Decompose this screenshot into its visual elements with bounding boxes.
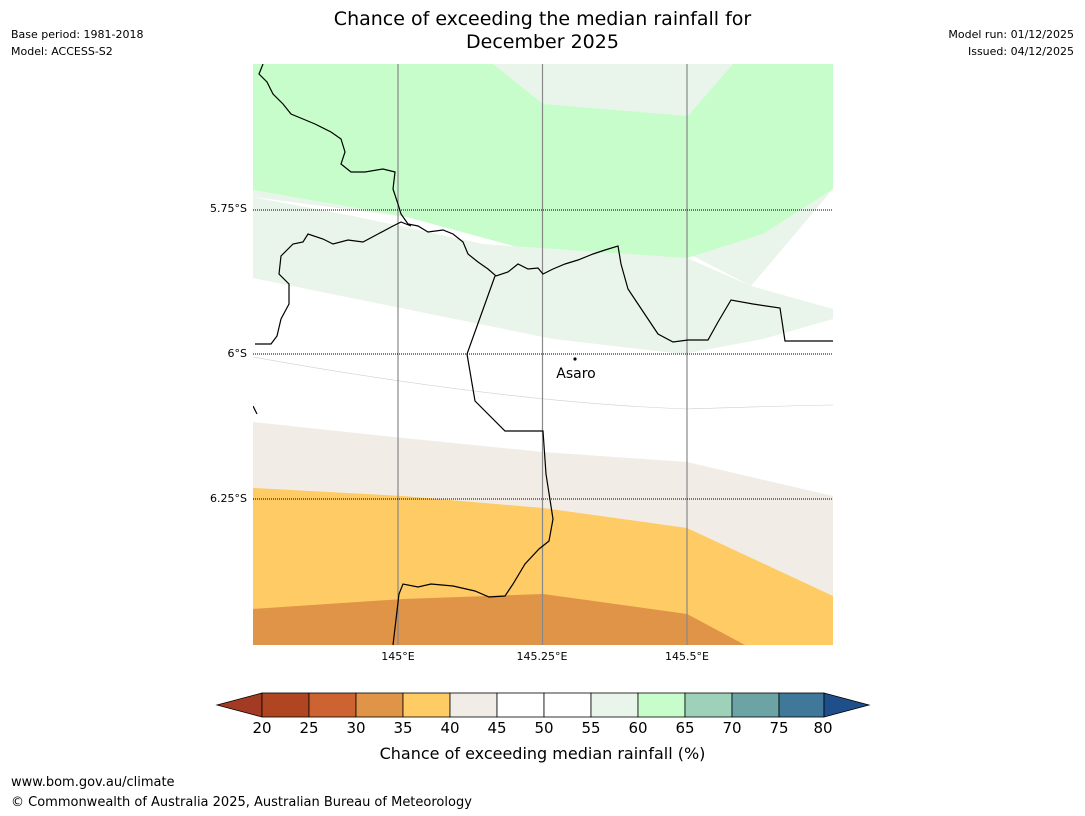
band-30-35 xyxy=(253,594,745,645)
header-right-meta: Model run: 01/12/2025 Issued: 04/12/2025 xyxy=(948,26,1074,60)
lat-label-5-75: 5.75°S xyxy=(210,202,247,215)
header-left-meta: Base period: 1981-2018 Model: ACCESS-S2 xyxy=(11,26,143,60)
colorbar-under-arrow xyxy=(215,692,263,718)
model-run-text: Model run: 01/12/2025 xyxy=(948,28,1074,41)
colorbar-swatch-45-50 xyxy=(496,692,545,718)
contour-line xyxy=(253,356,833,410)
boundary-fragment xyxy=(253,405,258,415)
colorbar-tick: 35 xyxy=(393,719,413,737)
lat-label-6: 6°S xyxy=(227,347,247,360)
colorbar-swatch-55-60 xyxy=(590,692,639,718)
colorbar-tick: 55 xyxy=(581,719,601,737)
colorbar-tick: 40 xyxy=(440,719,460,737)
colorbar-tick: 60 xyxy=(628,719,648,737)
title-line-1: Chance of exceeding the median rainfall … xyxy=(333,8,752,30)
town-label: Asaro xyxy=(556,366,595,382)
colorbar-tick: 80 xyxy=(813,719,833,737)
colorbar-swatch-20-25 xyxy=(261,692,310,718)
colorbar-swatch-65-70 xyxy=(684,692,733,718)
lon-label-145-5: 145.5°E xyxy=(665,650,709,663)
boundary-north xyxy=(258,64,833,343)
colorbar-swatch-50-55 xyxy=(543,692,592,718)
colorbar-tick: 20 xyxy=(252,719,272,737)
colorbar-tick: 25 xyxy=(299,719,319,737)
colorbar-swatch-25-30 xyxy=(308,692,357,718)
boundary-south xyxy=(392,275,554,645)
colorbar-tick: 45 xyxy=(487,719,507,737)
colorbar-over-arrow xyxy=(823,692,871,718)
colorbar-tick: 75 xyxy=(769,719,789,737)
province-boundaries xyxy=(253,64,833,645)
base-period-text: Base period: 1981-2018 xyxy=(11,28,144,41)
model-text: Model: ACCESS-S2 xyxy=(11,45,113,58)
colorbar-swatch-40-45 xyxy=(449,692,498,718)
colorbar-tick: 70 xyxy=(722,719,742,737)
colorbar-swatch-60-65 xyxy=(637,692,686,718)
lon-label-145-25: 145.25°E xyxy=(516,650,568,663)
colorbar-tick: 50 xyxy=(534,719,554,737)
rainfall-map: Asaro xyxy=(253,64,833,645)
title-line-2: December 2025 xyxy=(466,31,619,53)
issued-text: Issued: 04/12/2025 xyxy=(967,45,1074,58)
lon-label-145: 145°E xyxy=(381,650,415,663)
colorbar-tick: 30 xyxy=(346,719,366,737)
footer-url: www.bom.gov.au/climate xyxy=(11,775,175,790)
colorbar-swatch-70-75 xyxy=(731,692,780,718)
lat-label-6-25: 6.25°S xyxy=(210,492,247,505)
colorbar-swatch-75-80 xyxy=(778,692,825,718)
boundary-west xyxy=(255,221,412,345)
footer-copyright: © Commonwealth of Australia 2025, Austra… xyxy=(11,795,472,810)
latitude-gridlines xyxy=(253,209,833,500)
colorbar-swatch-35-40 xyxy=(402,692,451,718)
colorbar-tick: 65 xyxy=(675,719,695,737)
colorbar-title: Chance of exceeding median rainfall (%) xyxy=(379,744,706,763)
map-title: Chance of exceeding the median rainfall … xyxy=(0,8,1085,54)
town-marker xyxy=(573,357,577,361)
colorbar xyxy=(215,692,871,718)
colorbar-swatch-30-35 xyxy=(355,692,404,718)
